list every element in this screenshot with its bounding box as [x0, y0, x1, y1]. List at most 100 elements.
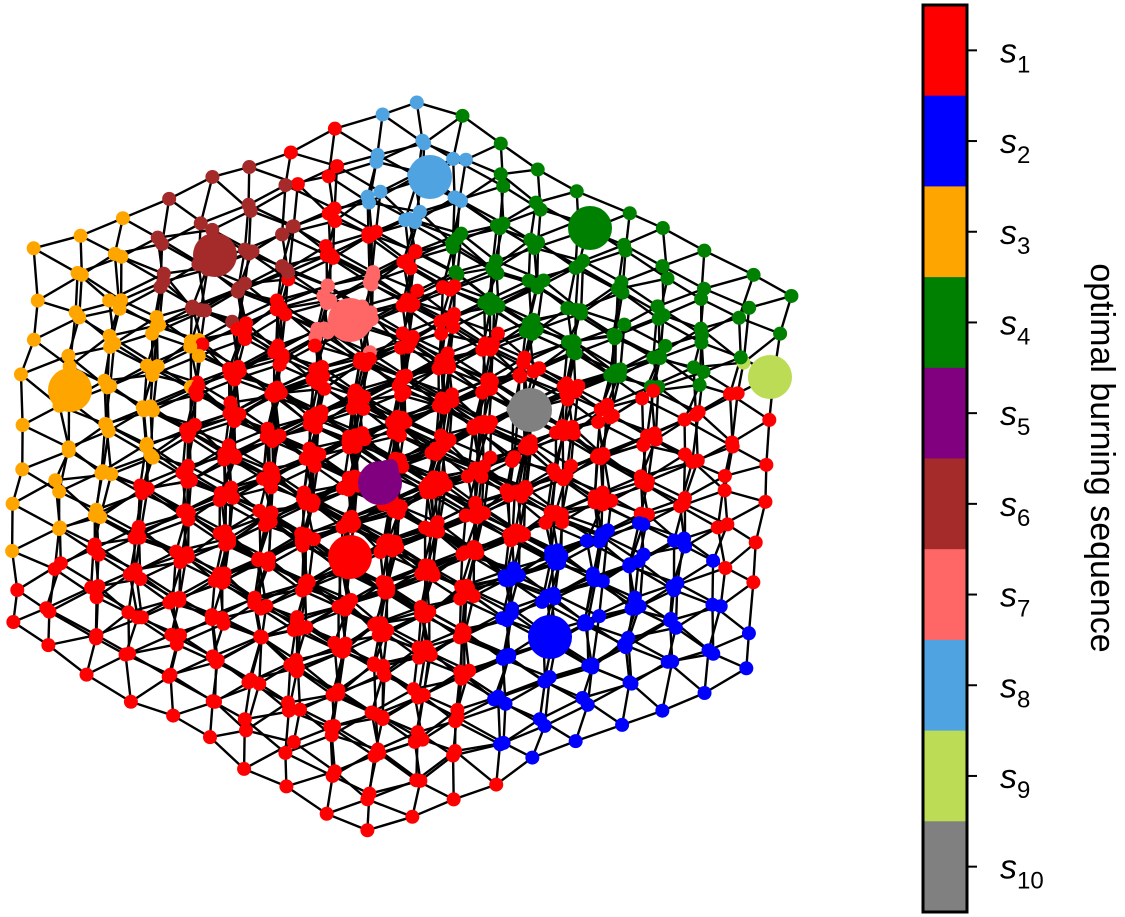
- edge: [285, 785, 328, 815]
- node: [622, 557, 637, 572]
- node: [228, 450, 243, 465]
- node: [53, 556, 68, 571]
- node: [705, 597, 720, 612]
- node: [696, 364, 711, 379]
- edge: [366, 798, 413, 818]
- node: [617, 317, 632, 332]
- colorbar-tick-label: s10: [1000, 849, 1044, 895]
- edge: [591, 615, 601, 665]
- node: [568, 734, 583, 749]
- symbol: s: [1000, 395, 1017, 433]
- node: [375, 107, 390, 122]
- edge: [326, 798, 368, 815]
- node: [773, 326, 788, 341]
- node: [560, 301, 575, 316]
- node: [624, 676, 639, 691]
- node: [556, 427, 571, 442]
- edge: [652, 389, 700, 414]
- symbol: s: [1000, 123, 1017, 161]
- subscript: 2: [1017, 142, 1030, 169]
- edge: [280, 294, 324, 309]
- node: [103, 339, 118, 354]
- node: [123, 694, 138, 709]
- node: [434, 326, 449, 341]
- node: [278, 178, 293, 193]
- colorbar-tick-label: s3: [1000, 214, 1030, 260]
- node: [102, 293, 117, 308]
- network: [5, 95, 799, 838]
- node: [203, 730, 218, 745]
- subscript: 3: [1017, 233, 1030, 260]
- node: [676, 496, 691, 511]
- node: [172, 593, 187, 608]
- node: [329, 159, 344, 174]
- edge: [703, 287, 750, 309]
- edge: [419, 211, 453, 244]
- edge: [451, 115, 464, 160]
- node: [115, 211, 130, 226]
- node: [217, 566, 232, 581]
- edge: [575, 352, 616, 373]
- node: [205, 169, 220, 184]
- edge: [20, 354, 69, 376]
- edge: [537, 241, 577, 269]
- edge: [197, 264, 207, 311]
- edge: [575, 337, 616, 355]
- node: [477, 295, 492, 310]
- node: [596, 446, 611, 461]
- node: [555, 514, 570, 529]
- edge: [80, 217, 124, 237]
- symbol: s: [1000, 758, 1017, 796]
- edge: [328, 160, 377, 178]
- edge: [368, 201, 421, 214]
- node: [496, 179, 511, 194]
- edge: [284, 751, 334, 778]
- node: [181, 429, 196, 444]
- symbol: s: [1000, 304, 1017, 342]
- node: [230, 322, 245, 337]
- node: [414, 604, 429, 619]
- node: [278, 307, 293, 322]
- edge: [697, 411, 733, 444]
- edge: [58, 405, 70, 448]
- node: [655, 259, 670, 274]
- edge: [130, 700, 174, 717]
- node: [635, 391, 650, 406]
- node: [651, 311, 666, 326]
- node: [697, 243, 712, 258]
- node: [446, 319, 461, 334]
- node: [530, 162, 545, 177]
- node: [412, 650, 427, 665]
- node: [161, 669, 176, 684]
- node: [241, 197, 256, 212]
- edge: [657, 370, 704, 389]
- node: [632, 516, 647, 531]
- node: [253, 601, 268, 616]
- edge: [724, 489, 766, 503]
- edge: [627, 626, 677, 640]
- node: [39, 601, 54, 616]
- colorbar-frame: [921, 3, 969, 914]
- node: [364, 705, 379, 720]
- edge: [582, 259, 622, 284]
- node: [560, 392, 575, 407]
- node: [468, 496, 483, 511]
- edge: [701, 341, 742, 359]
- node: [61, 348, 76, 363]
- edge: [683, 418, 734, 448]
- node: [489, 777, 504, 792]
- edge: [500, 142, 539, 171]
- node: [595, 497, 610, 512]
- edge: [334, 127, 379, 156]
- source-node: [358, 461, 402, 505]
- node: [733, 350, 748, 365]
- edge: [615, 317, 660, 337]
- node: [455, 108, 470, 123]
- node: [533, 202, 548, 217]
- edge: [284, 734, 333, 755]
- node: [732, 310, 747, 325]
- edge: [459, 597, 503, 620]
- node: [132, 530, 147, 545]
- node: [145, 450, 160, 465]
